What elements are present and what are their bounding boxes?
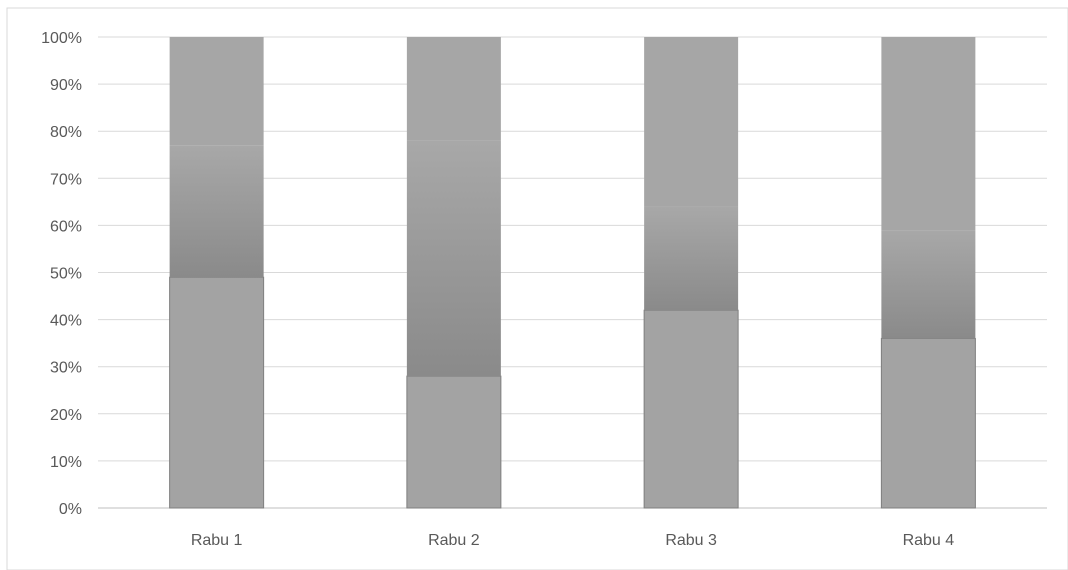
bar-segment bbox=[644, 37, 739, 207]
y-tick-label: 100% bbox=[41, 30, 82, 47]
y-tick-label: 0% bbox=[59, 501, 82, 518]
bar-segment bbox=[406, 37, 501, 141]
bar-segment bbox=[643, 309, 739, 509]
bar-segment bbox=[880, 337, 976, 509]
chart-border bbox=[6, 7, 1068, 570]
bar-segment bbox=[169, 145, 264, 278]
y-tick-label: 20% bbox=[50, 407, 82, 424]
y-tick-label: 40% bbox=[50, 313, 82, 330]
y-tick-label: 90% bbox=[50, 77, 82, 94]
y-tick-label: 30% bbox=[50, 360, 82, 377]
x-category-label: Rabu 4 bbox=[903, 532, 955, 549]
x-category-label: Rabu 3 bbox=[665, 532, 717, 549]
bar-segment bbox=[406, 375, 502, 509]
y-tick-label: 10% bbox=[50, 454, 82, 471]
y-tick-label: 80% bbox=[50, 124, 82, 141]
bar-segment bbox=[644, 206, 739, 311]
bar-segment bbox=[881, 230, 976, 339]
y-axis-ticks: 0% 10% 20% 30% 40% 50% 60% 70% 80% 90% 100% bbox=[41, 30, 82, 518]
bar-segment bbox=[169, 276, 265, 509]
x-axis-categories: Rabu 1 Rabu 2 Rabu 3 Rabu 4 bbox=[191, 532, 954, 549]
x-category-label: Rabu 1 bbox=[191, 532, 243, 549]
bar-segment bbox=[881, 37, 976, 231]
bars bbox=[169, 37, 976, 509]
x-category-label: Rabu 2 bbox=[428, 532, 480, 549]
bar-segment bbox=[169, 37, 264, 146]
y-tick-label: 70% bbox=[50, 171, 82, 188]
bar-segment bbox=[406, 140, 501, 377]
y-tick-label: 60% bbox=[50, 218, 82, 235]
y-tick-label: 50% bbox=[50, 266, 82, 283]
